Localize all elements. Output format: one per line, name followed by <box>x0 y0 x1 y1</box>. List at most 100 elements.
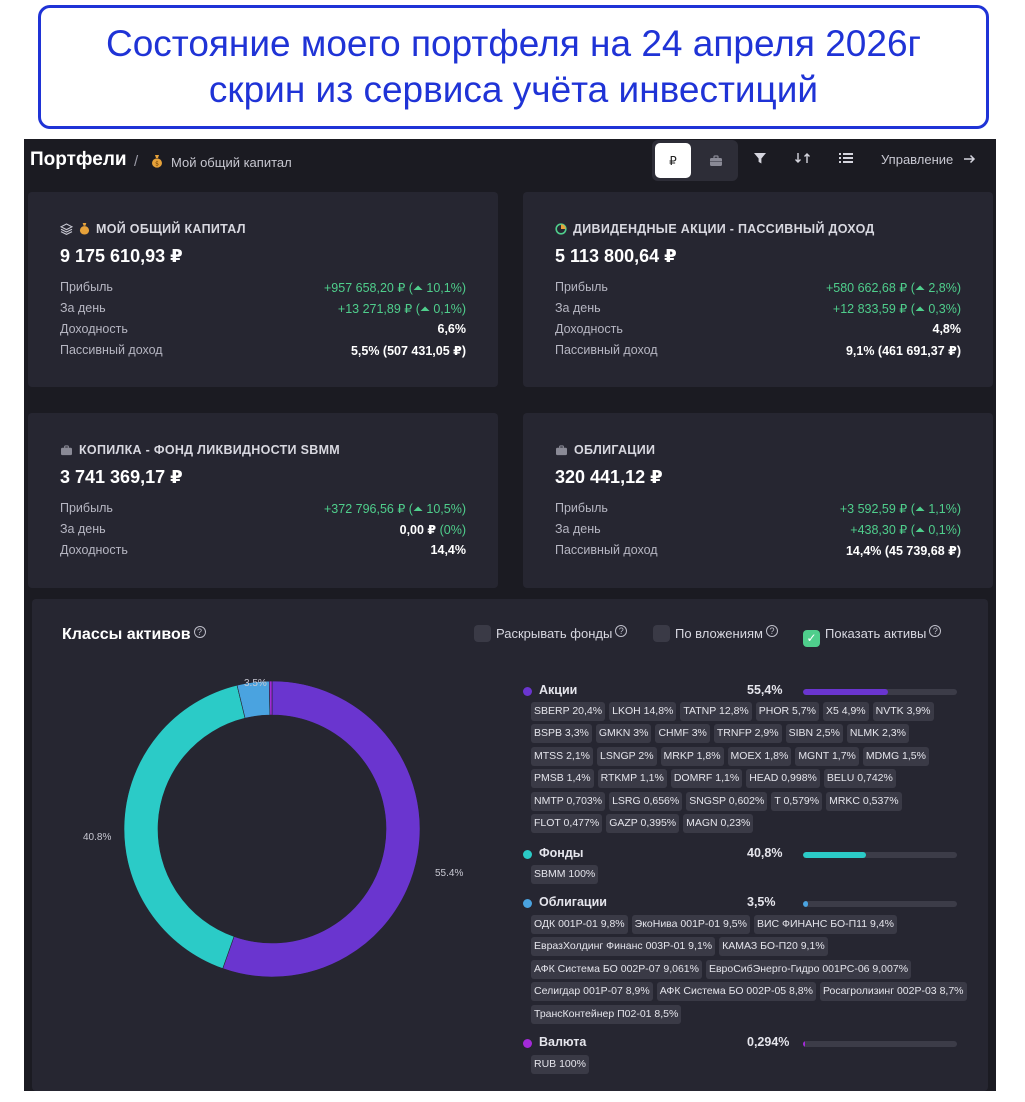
row-label: Доходность <box>555 322 623 336</box>
breadcrumb-current[interactable]: Мой общий капитал <box>171 155 292 170</box>
asset-tag[interactable]: PMSB 1,4% <box>531 769 594 789</box>
asset-tag[interactable]: MTSS 2,1% <box>531 746 594 766</box>
row-value: 6,6% <box>437 322 467 336</box>
asset-class-row-bonds[interactable]: Облигации 3,5% <box>523 894 963 914</box>
expand-funds-toggle[interactable]: Раскрывать фонды? <box>474 625 628 642</box>
asset-class-bar-fill <box>803 901 809 907</box>
donut-slice-0[interactable] <box>222 680 421 978</box>
asset-tag[interactable]: CHMF 3% <box>655 724 710 744</box>
asset-tag[interactable]: TATNP 12,8% <box>680 702 752 721</box>
donut-slice-1[interactable] <box>123 684 246 969</box>
asset-class-bar-fill <box>803 852 866 858</box>
by-investments-toggle[interactable]: По вложениям? <box>653 625 778 642</box>
app-window: Портфели / $ Мой общий капитал ₽ Управле… <box>24 139 996 1091</box>
portfolio-card-savings[interactable]: КОПИЛКА - ФОНД ЛИКВИДНОСТИ SBMM 3 741 36… <box>28 413 498 588</box>
asset-tag[interactable]: MAGN 0,23% <box>683 813 754 833</box>
asset-tag[interactable]: T 0,579% <box>771 791 823 811</box>
briefcase-icon <box>555 445 568 459</box>
asset-tag[interactable]: DOMRF 1,1% <box>670 769 743 789</box>
asset-tag[interactable]: HEAD 0,998% <box>746 769 820 789</box>
checkbox[interactable] <box>653 625 670 642</box>
filter-icon[interactable] <box>753 151 767 168</box>
asset-tag[interactable]: LSRG 0,656% <box>609 791 683 811</box>
card-title-text: МОЙ ОБЩИЙ КАПИТАЛ <box>96 222 246 236</box>
slice-label-bonds: 3.5% <box>244 678 267 689</box>
currency-button[interactable]: ₽ <box>655 143 691 178</box>
donut-slice-3[interactable] <box>268 680 273 716</box>
asset-tag[interactable]: MOEX 1,8% <box>727 746 792 766</box>
asset-class-row-stocks[interactable]: Акции 55,4% <box>523 682 963 702</box>
help-icon[interactable]: ? <box>929 625 942 637</box>
row-value: 4,8% <box>932 322 962 336</box>
asset-tag[interactable]: SNGSP 0,602% <box>686 791 768 811</box>
row-label: За день <box>60 301 106 315</box>
card-row: Прибыль +957 658,20 ₽ (⏶ 10,1%) <box>60 280 466 300</box>
asset-tag[interactable]: RTKMP 1,1% <box>597 769 667 789</box>
list-view-icon[interactable] <box>839 151 853 167</box>
pie-chart-icon <box>555 223 567 238</box>
asset-tag[interactable]: RUB 100% <box>531 1055 589 1074</box>
help-icon[interactable]: ? <box>193 626 206 638</box>
briefcase-icon[interactable] <box>698 143 734 178</box>
checkbox[interactable] <box>474 625 491 642</box>
asset-tag[interactable]: BSPB 3,3% <box>531 724 592 744</box>
asset-tag[interactable]: ВИС ФИНАНС БО-П11 9,4% <box>753 915 897 934</box>
card-row: Прибыль +372 796,56 ₽ (⏶ 10,5%) <box>60 501 466 521</box>
header: Портфели / $ Мой общий капитал ₽ Управле… <box>24 139 996 185</box>
asset-tag[interactable]: NMTP 0,703% <box>531 791 606 811</box>
asset-tag[interactable]: АФК Система БО 002Р-07 9,061% <box>531 959 702 979</box>
help-icon[interactable]: ? <box>765 625 778 637</box>
asset-tag[interactable]: FLOT 0,477% <box>531 813 603 833</box>
portfolio-card-bonds[interactable]: ОБЛИГАЦИИ 320 441,12 ₽ Прибыль +3 592,59 … <box>523 413 993 588</box>
row-label: Пассивный доход <box>555 343 658 357</box>
asset-tag[interactable]: PHOR 5,7% <box>755 702 819 721</box>
page-title[interactable]: Портфели <box>30 149 127 170</box>
manage-button[interactable]: Управление <box>881 152 976 167</box>
asset-tag[interactable]: BELU 0,742% <box>823 769 896 789</box>
card-value: 3 741 369,17 ₽ <box>60 467 183 487</box>
legend-dot <box>523 687 532 696</box>
row-value: +3 592,59 ₽ (⏶ 1,1%) <box>839 502 961 516</box>
asset-class-bar-fill <box>803 689 889 695</box>
asset-class-row-currency[interactable]: Валюта 0,294% <box>523 1034 963 1054</box>
card-row: Пассивный доход 5,5% (507 431,05 ₽) <box>60 343 466 363</box>
asset-tags-funds: SBMM 100% <box>531 865 971 887</box>
sort-icon[interactable] <box>794 151 812 168</box>
asset-tag[interactable]: X5 4,9% <box>822 702 869 721</box>
asset-tag[interactable]: MDMG 1,5% <box>862 746 929 766</box>
asset-tag[interactable]: ЕвроСибЭнерго-Гидро 001РС-06 9,007% <box>705 959 912 979</box>
portfolio-card-total[interactable]: МОЙ ОБЩИЙ КАПИТАЛ 9 175 610,93 ₽ Прибыль… <box>28 192 498 387</box>
asset-tag[interactable]: LSNGP 2% <box>597 746 657 766</box>
checkbox-checked[interactable]: ✓ <box>803 630 820 647</box>
legend-dot <box>523 899 532 908</box>
asset-tag[interactable]: SBERP 20,4% <box>531 702 606 721</box>
asset-tag[interactable]: GMKN 3% <box>595 724 652 744</box>
asset-tag[interactable]: MRKC 0,537% <box>826 791 902 811</box>
asset-tag[interactable]: LKOH 14,8% <box>609 702 677 721</box>
asset-tag[interactable]: ЭкоНива 001Р-01 9,5% <box>631 915 750 934</box>
row-label: Пассивный доход <box>60 343 163 357</box>
asset-tag[interactable]: TRNFP 2,9% <box>713 724 782 744</box>
help-icon[interactable]: ? <box>615 625 628 637</box>
asset-tag[interactable]: КАМАЗ БО-П20 9,1% <box>719 937 828 957</box>
asset-donut-chart[interactable] <box>122 679 422 979</box>
portfolio-card-dividend[interactable]: ДИВИДЕНДНЫЕ АКЦИИ - ПАССИВНЫЙ ДОХОД 5 11… <box>523 192 993 387</box>
asset-tag[interactable]: SIBN 2,5% <box>785 724 843 744</box>
asset-tag[interactable]: ЕвразХолдинг Финанс 003Р-01 9,1% <box>531 937 716 957</box>
asset-tag[interactable]: ТрансКонтейнер П02-01 8,5% <box>531 1004 682 1024</box>
asset-class-row-funds[interactable]: Фонды 40,8% <box>523 845 963 865</box>
show-assets-toggle[interactable]: ✓ Показать активы? <box>803 625 942 647</box>
asset-tag[interactable]: SBMM 100% <box>531 865 599 884</box>
asset-tag[interactable]: Росагролизинг 002Р-03 8,7% <box>819 982 967 1002</box>
asset-tag[interactable]: АФК Система БО 002Р-05 8,8% <box>656 982 816 1002</box>
asset-tag[interactable]: MRKP 1,8% <box>660 746 724 766</box>
asset-tag[interactable]: ОДК 001Р-01 9,8% <box>531 915 628 934</box>
row-label: Прибыль <box>555 501 608 515</box>
asset-tag[interactable]: GAZP 0,395% <box>606 813 680 833</box>
asset-tag[interactable]: MGNT 1,7% <box>795 746 859 766</box>
asset-tag[interactable]: Селигдар 001Р-07 8,9% <box>531 982 653 1002</box>
card-row: Доходность 4,8% <box>555 322 961 342</box>
row-label: За день <box>60 522 106 536</box>
asset-tag[interactable]: NLMK 2,3% <box>846 724 909 744</box>
asset-tag[interactable]: NVTK 3,9% <box>872 702 934 721</box>
